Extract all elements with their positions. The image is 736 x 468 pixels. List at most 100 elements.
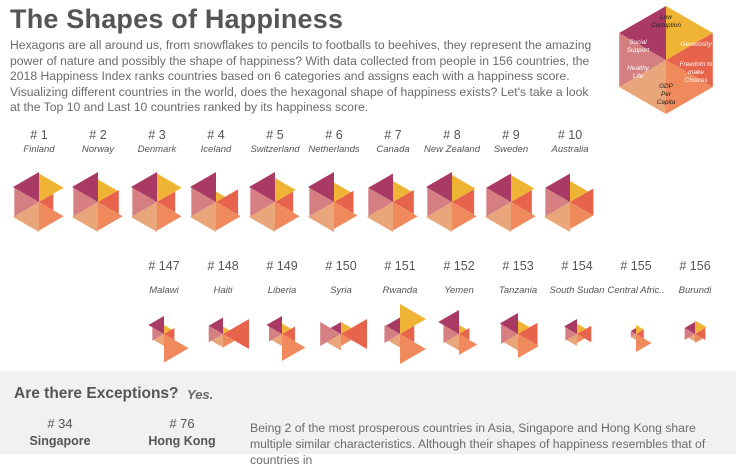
hex-segment-south-sudan-3: [566, 334, 577, 346]
hex-segment-denmark-2: [157, 202, 182, 231]
exception-rank-hong-kong: # 76: [169, 416, 195, 431]
rank-south-sudan: # 154: [561, 259, 592, 273]
hex-segment-rwanda-4: [384, 325, 400, 343]
hex-segment-syria-3: [326, 334, 341, 351]
hex-segment-netherlands-2: [334, 202, 358, 229]
hex-segment-yemen-5: [438, 310, 459, 334]
hex-segment-switzerland-5: [249, 172, 275, 202]
hex-segment-finland-0: [39, 173, 64, 202]
country-liberia: Liberia: [268, 285, 297, 296]
country-syria: Syria: [330, 285, 352, 296]
hex-segment-burundi-2: [695, 334, 703, 343]
legend-segment-social: [619, 6, 666, 60]
hex-segment-netherlands-4: [309, 187, 334, 217]
hex-segment-switzerland-1: [275, 191, 294, 213]
hex-segment-yemen-2: [459, 334, 478, 355]
legend-label-freedom: Freedom to make Choices: [680, 61, 713, 84]
hex-segment-iceland-4: [191, 187, 216, 217]
hex-segment-new-zealand-1: [452, 189, 475, 215]
hex-segment-denmark-5: [131, 172, 157, 202]
country-haiti: Haiti: [213, 285, 233, 296]
hex-segment-sweden-5: [486, 173, 511, 202]
legend-label-generosity: Generosity: [681, 41, 713, 48]
hex-segment-new-zealand-4: [427, 187, 452, 217]
hex-segment-netherlands-1: [334, 190, 354, 214]
hex-segment-switzerland-3: [249, 202, 275, 232]
hex-segment-yemen-4: [443, 325, 459, 343]
hex-segment-australia-0: [570, 181, 589, 202]
hex-segment-syria-5: [330, 322, 341, 334]
hex-segment-malawi-3: [153, 334, 164, 346]
hex-segment-netherlands-0: [334, 182, 351, 202]
exception-name-hong-kong: Hong Kong: [148, 434, 216, 448]
legend-label-gdp: GDP Per Capita: [657, 83, 676, 106]
hex-segment-yemen-3: [444, 334, 459, 351]
hex-segment-south-sudan-1: [577, 325, 592, 343]
hex-segment-burundi-0: [695, 320, 707, 334]
country-denmark: Denmark: [138, 144, 178, 155]
hex-segment-australia-4: [545, 187, 570, 217]
legend-segment-health: [619, 33, 666, 87]
hex-segment-sweden-4: [486, 187, 511, 217]
hex-segment-syria-1: [341, 319, 367, 349]
hex-segment-tanzania-0: [518, 320, 530, 334]
rank-tanzania: # 153: [502, 259, 533, 273]
hex-segment-canada-5: [368, 173, 393, 202]
rank-yemen: # 152: [443, 259, 474, 273]
hex-segment-south-sudan-0: [577, 323, 587, 334]
legend-segment-gdp: [619, 60, 666, 114]
hex-segment-switzerland-4: [250, 187, 275, 217]
hex-segment-south-sudan-2: [577, 334, 585, 343]
country-sweden: Sweden: [494, 144, 528, 155]
country-australia: Australia: [551, 144, 589, 155]
hex-segment-rwanda-2: [400, 334, 426, 364]
hex-segment-finland-2: [39, 202, 64, 231]
hex-segment-malawi-1: [164, 328, 175, 340]
hex-segment-tanzania-2: [518, 334, 539, 358]
rank-denmark: # 3: [148, 128, 165, 142]
hex-segment-liberia-1: [282, 326, 295, 342]
hex-segment-australia-5: [545, 173, 570, 202]
hex-segment-denmark-3: [131, 202, 157, 232]
hex-segment-new-zealand-0: [452, 175, 476, 202]
exceptions-section: Are there Exceptions? Yes. # 34 Singapor…: [0, 371, 736, 467]
rank-iceland: # 4: [207, 128, 224, 142]
exceptions-answer: Yes.: [187, 387, 214, 402]
hex-segment-malawi-2: [164, 334, 189, 363]
exception-name-singapore: Singapore: [29, 434, 91, 448]
rank-new-zealand: # 8: [443, 128, 460, 142]
rank-burundi: # 156: [679, 259, 710, 273]
hex-segment-central-afric-4: [630, 331, 636, 337]
rank-rwanda: # 151: [384, 259, 415, 273]
hex-segment-central-afric-5: [630, 328, 636, 334]
hex-segment-south-sudan-5: [564, 319, 577, 334]
hex-segment-tanzania-1: [518, 322, 538, 346]
hex-segment-liberia-2: [282, 334, 306, 361]
hex-segment-burundi-5: [684, 322, 695, 334]
legend-segment-generosity: [666, 33, 713, 87]
country-yemen: Yemen: [444, 285, 474, 296]
hex-segment-denmark-0: [157, 173, 182, 202]
country-netherlands: Netherlands: [308, 144, 359, 155]
hex-segment-rwanda-1: [400, 325, 415, 343]
hex-segment-malawi-0: [164, 325, 172, 334]
rank-canada: # 7: [384, 128, 401, 142]
legend-segment-freedom: [666, 60, 713, 114]
country-switzerland: Switzerland: [250, 144, 300, 155]
hex-segment-denmark-1: [157, 191, 176, 213]
hex-segment-iceland-3: [190, 202, 216, 232]
hex-segment-tanzania-4: [501, 324, 518, 344]
hex-segment-canada-1: [393, 190, 414, 214]
hex-segment-syria-2: [341, 334, 352, 346]
country-norway: Norway: [82, 144, 115, 155]
hex-segment-australia-3: [544, 202, 570, 232]
country-new-zealand: New Zealand: [424, 144, 481, 155]
exceptions-title: Are there Exceptions?: [14, 385, 179, 402]
hex-segment-central-afric-1: [636, 329, 644, 339]
rank-malawi: # 147: [148, 259, 179, 273]
hex-segment-australia-1: [570, 188, 594, 216]
hex-segment-denmark-4: [132, 187, 157, 217]
hex-segment-haiti-0: [223, 326, 230, 334]
hex-segment-liberia-3: [271, 334, 282, 346]
hex-segment-iceland-0: [216, 191, 226, 202]
